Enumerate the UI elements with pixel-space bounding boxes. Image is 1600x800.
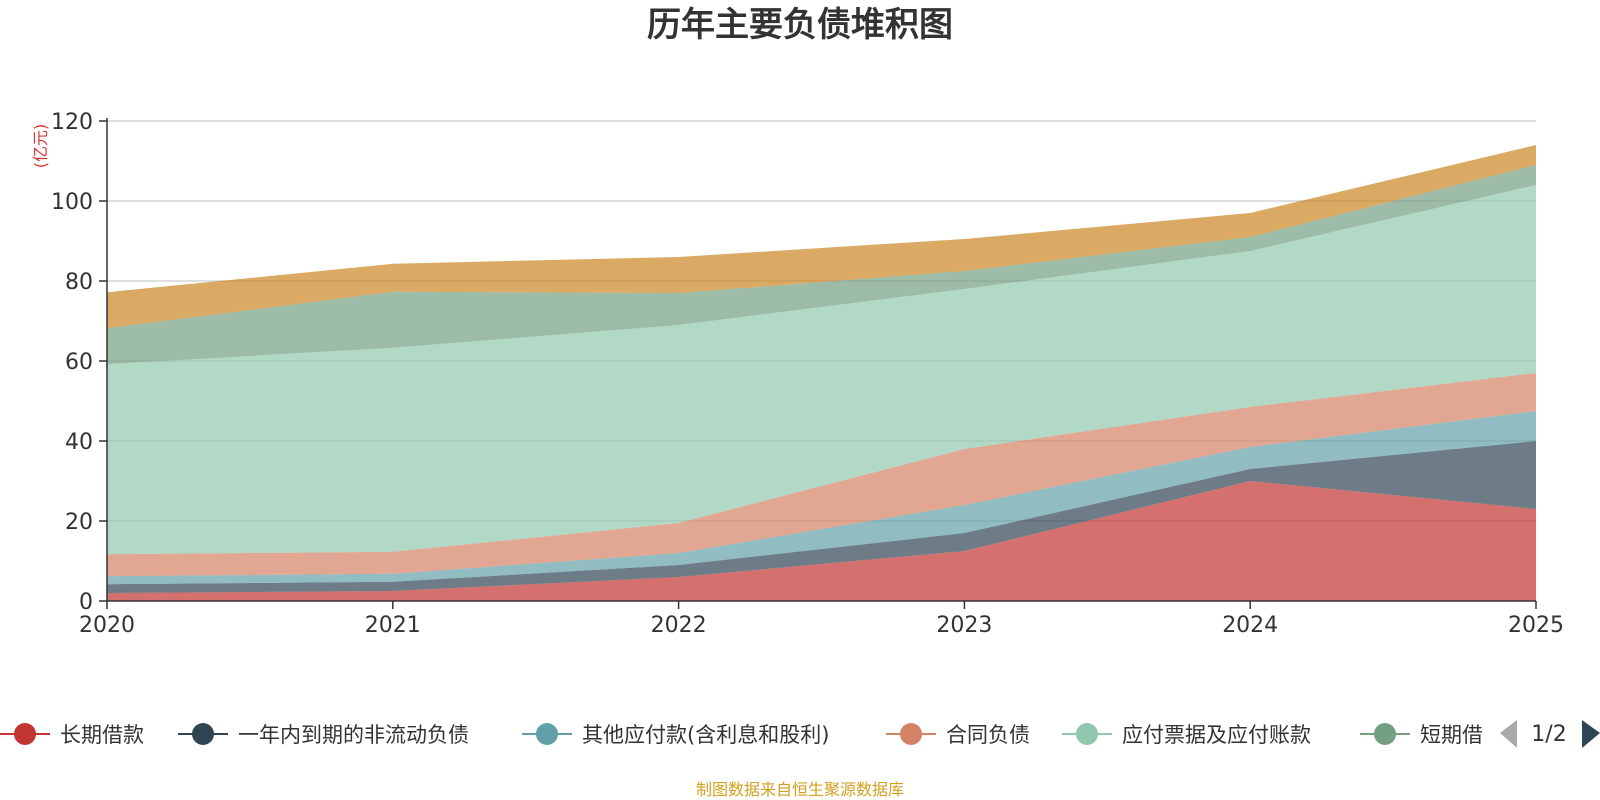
legend-marker-3 bbox=[900, 723, 922, 745]
legend-next-page-icon[interactable] bbox=[1582, 720, 1600, 748]
area-series-4 bbox=[107, 185, 1536, 555]
legend-pager: 1/2 bbox=[1500, 720, 1600, 748]
legend-marker-4 bbox=[1076, 723, 1098, 745]
legend-marker-0 bbox=[14, 723, 36, 745]
legend-item-5[interactable]: 短期借 bbox=[1360, 723, 1483, 747]
legend-item-2[interactable]: 其他应付款(含利息和股利) bbox=[522, 723, 829, 747]
legend-label-4: 应付票据及应付账款 bbox=[1122, 723, 1311, 747]
legend-label-1: 一年内到期的非流动负债 bbox=[238, 723, 469, 747]
y-tick-label-0: 0 bbox=[79, 590, 93, 615]
legend-marker-1 bbox=[192, 723, 214, 745]
y-tick-label-6: 120 bbox=[51, 110, 93, 135]
legend-marker-2 bbox=[536, 723, 558, 745]
legend-item-0[interactable]: 长期借款 bbox=[0, 723, 144, 747]
legend-page-number: 1/2 bbox=[1531, 722, 1566, 747]
legend[interactable]: 长期借款 一年内到期的非流动负债 其他应付款(含利息和股利) 合同负债 应付票据及应付账… bbox=[0, 723, 1483, 747]
legend-item-3[interactable]: 合同负债 bbox=[886, 723, 1030, 747]
x-tick-label-1: 2021 bbox=[365, 613, 421, 638]
area-series-3 bbox=[107, 373, 1536, 577]
legend-label-5: 短期借 bbox=[1420, 723, 1483, 747]
x-tick-label-0: 2020 bbox=[79, 613, 135, 638]
x-tick-label-2: 2022 bbox=[651, 613, 707, 638]
stacked-areas bbox=[107, 145, 1536, 601]
legend-label-2: 其他应付款(含利息和股利) bbox=[582, 723, 829, 747]
y-tick-label-2: 40 bbox=[65, 430, 93, 455]
legend-label-3: 合同负债 bbox=[946, 723, 1030, 747]
y-tick-label-5: 100 bbox=[51, 190, 93, 215]
legend-prev-page-icon[interactable] bbox=[1500, 720, 1517, 748]
legend-label-0: 长期借款 bbox=[60, 723, 144, 747]
area-series-0 bbox=[107, 481, 1536, 601]
y-tick-label-3: 60 bbox=[65, 350, 93, 375]
y-tick-label-1: 20 bbox=[65, 510, 93, 535]
area-series-6 bbox=[107, 145, 1536, 329]
legend-marker-5 bbox=[1374, 723, 1396, 745]
y-axis-unit: (亿元) bbox=[31, 124, 50, 169]
area-series-5 bbox=[107, 165, 1536, 365]
data-source: 制图数据来自恒生聚源数据库 bbox=[696, 780, 904, 799]
x-tick-label-5: 2025 bbox=[1508, 613, 1564, 638]
area-series-1 bbox=[107, 441, 1536, 593]
chart-title: 历年主要负债堆积图 bbox=[647, 5, 953, 45]
legend-item-4[interactable]: 应付票据及应付账款 bbox=[1062, 723, 1311, 747]
legend-item-1[interactable]: 一年内到期的非流动负债 bbox=[178, 723, 469, 747]
x-tick-label-3: 2023 bbox=[936, 613, 992, 638]
y-tick-label-4: 80 bbox=[65, 270, 93, 295]
axes: 0 20 40 60 80 100 120 2020 2021 2022 2023 2024 2025 bbox=[51, 110, 1564, 638]
x-tick-label-4: 2024 bbox=[1222, 613, 1278, 638]
